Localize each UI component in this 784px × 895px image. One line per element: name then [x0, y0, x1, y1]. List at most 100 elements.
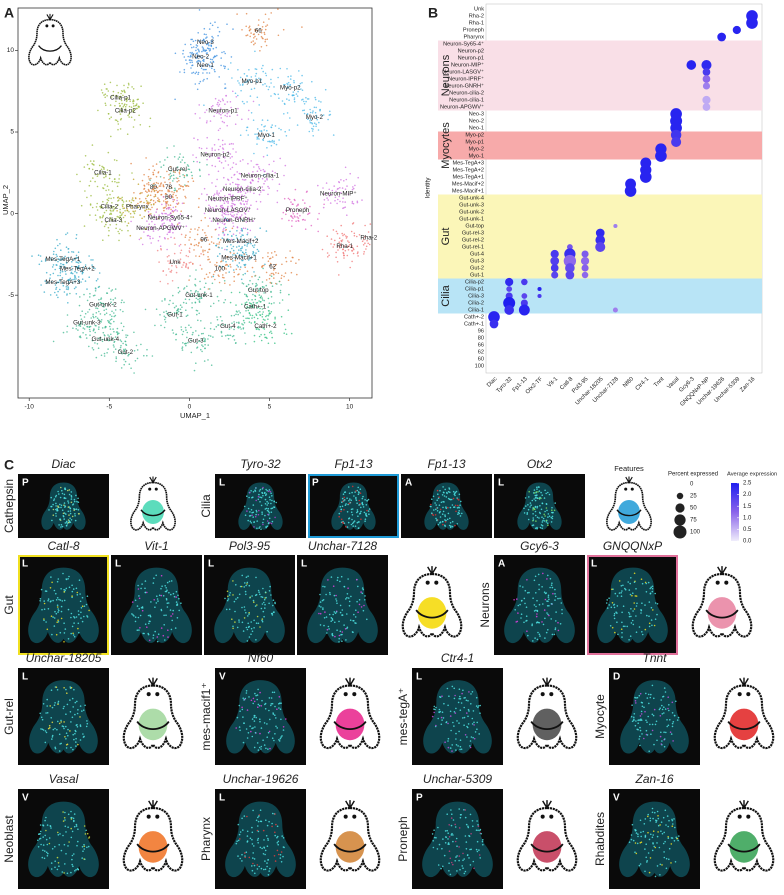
umap-point: [218, 76, 220, 78]
nucleus: [265, 819, 267, 821]
nucleus: [660, 743, 663, 745]
nucleus: [545, 592, 548, 594]
view-label: D: [613, 672, 620, 683]
umap-point: [72, 327, 74, 330]
umap-point: [199, 288, 202, 290]
umap-point: [237, 266, 239, 268]
nucleus: [160, 594, 163, 597]
umap-point: [221, 214, 223, 216]
nucleus: [359, 513, 361, 515]
y-tick-label: Gut-unk-1: [459, 216, 484, 222]
umap-point: [205, 199, 207, 202]
nucleus: [534, 510, 537, 513]
nucleus: [258, 704, 261, 707]
nucleus: [71, 854, 74, 857]
umap-point: [43, 291, 46, 293]
umap-point: [100, 207, 102, 209]
umap-point: [83, 293, 85, 296]
nucleus: [136, 629, 139, 631]
y-tick-label: Neo-2: [469, 118, 484, 124]
gene-title: Gcy6-3: [520, 539, 559, 553]
cluster-label: Rha-2: [360, 235, 377, 242]
umap-point: [251, 314, 254, 317]
umap-point: [131, 205, 133, 207]
nucleus: [331, 619, 334, 621]
nucleus: [239, 838, 241, 840]
nucleus: [260, 820, 263, 823]
umap-point: [272, 132, 275, 134]
nucleus: [38, 838, 41, 840]
nucleus: [138, 597, 141, 600]
umap-point: [90, 317, 92, 319]
umap-point: [254, 298, 257, 301]
umap-point: [146, 191, 148, 193]
umap-point: [176, 197, 178, 199]
nucleus: [67, 502, 70, 504]
nucleus: [265, 488, 267, 491]
nucleus: [246, 495, 248, 498]
umap-point: [104, 102, 107, 105]
umap-point: [161, 300, 163, 302]
umap-point: [270, 95, 272, 97]
umap-point: [224, 143, 226, 145]
nucleus: [640, 578, 643, 580]
nucleus: [234, 621, 236, 623]
umap-point: [367, 242, 370, 245]
umap-point: [118, 174, 121, 176]
nucleus: [613, 617, 616, 620]
nucleus: [466, 712, 468, 714]
nucleus: [322, 607, 324, 609]
gene-title: Unchar-18205: [26, 651, 102, 665]
umap-point: [289, 250, 291, 252]
umap-point: [143, 201, 145, 204]
umap-point: [256, 170, 259, 172]
umap-point: [149, 194, 152, 197]
umap-point: [254, 295, 257, 298]
nucleus: [525, 606, 528, 608]
nucleus: [347, 503, 349, 506]
umap-point: [103, 211, 106, 214]
micrograph: P: [18, 474, 109, 538]
nucleus: [319, 612, 322, 615]
umap-point: [263, 189, 265, 192]
nucleus: [43, 602, 46, 605]
umap-point: [120, 367, 123, 369]
umap-point: [123, 301, 125, 304]
nucleus: [650, 693, 652, 696]
umap-point: [153, 169, 156, 171]
umap-point: [216, 190, 218, 192]
umap-point: [116, 327, 119, 330]
umap-point: [206, 147, 208, 150]
nucleus: [665, 731, 667, 734]
nucleus: [545, 503, 548, 506]
umap-point: [75, 234, 78, 236]
nucleus: [551, 582, 553, 584]
nucleus: [171, 613, 174, 615]
nucleus: [175, 590, 178, 593]
umap-point: [190, 38, 192, 41]
umap-point: [178, 290, 181, 293]
umap-point: [210, 276, 213, 278]
nucleus: [248, 496, 250, 499]
nucleus: [247, 732, 250, 734]
nucleus: [542, 623, 545, 626]
nucleus: [65, 713, 67, 715]
umap-point: [80, 281, 82, 283]
umap-point: [86, 288, 88, 290]
nucleus: [360, 606, 363, 608]
nucleus: [243, 699, 245, 701]
nucleus: [271, 825, 273, 828]
nucleus: [620, 595, 623, 597]
nucleus: [458, 730, 460, 733]
umap-point: [227, 202, 229, 204]
nucleus: [452, 497, 455, 500]
umap-point: [155, 189, 157, 192]
umap-point: [174, 52, 177, 55]
umap-point: [147, 211, 150, 213]
umap-point: [229, 195, 232, 198]
umap-point: [170, 170, 172, 172]
umap-point: [217, 157, 220, 159]
umap-point: [238, 183, 240, 186]
umap-point: [237, 325, 240, 328]
nucleus: [157, 600, 159, 602]
